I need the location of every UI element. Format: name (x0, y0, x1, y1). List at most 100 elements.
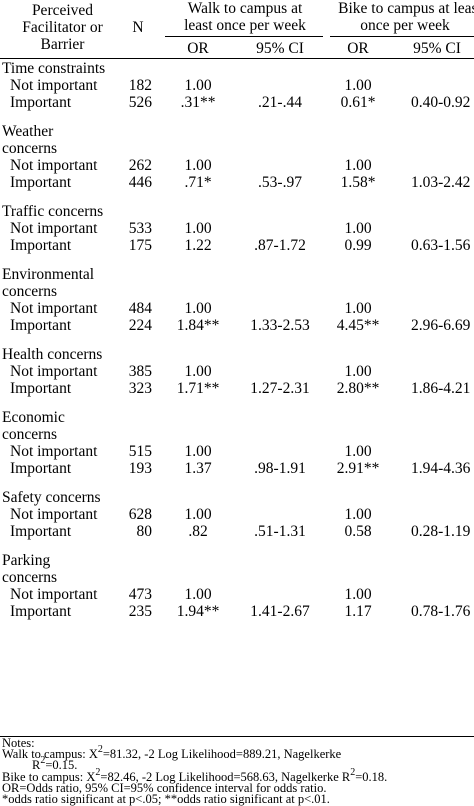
group-title: concerns (2, 426, 58, 443)
group-title: concerns (2, 140, 58, 157)
header-bottom-rule (0, 58, 474, 59)
group-title: Health concerns (2, 346, 103, 363)
header-factor-line2: Facilitator or (22, 19, 103, 36)
header-bike-line1: Bike to campus at least (338, 0, 474, 17)
cell-walk-ci: 1.27-2.31 (250, 380, 310, 397)
cell-walk-ci: .98-1.91 (254, 460, 306, 477)
cell-n: 533 (128, 220, 152, 237)
group-title: Traffic concerns (2, 203, 104, 220)
group-title: Safety concerns (2, 489, 101, 506)
cell-n: 526 (128, 94, 152, 111)
cell-bike-or: 0.58 (344, 523, 372, 540)
cell-walk-ci: 1.33-2.53 (250, 317, 310, 334)
row-label: Important (10, 523, 72, 540)
group-title: Environmental (2, 266, 95, 283)
walk-header-rule (165, 36, 323, 37)
row-label: Not important (10, 77, 98, 94)
row-label: Important (10, 174, 72, 191)
notes-walk-fit-cont: R2=0.15. (32, 755, 78, 773)
cell-bike-or: 1.00 (344, 586, 372, 603)
cell-bike-ci: 1.86-4.21 (411, 380, 471, 397)
row-label: Important (10, 317, 72, 334)
cell-n: 628 (128, 506, 152, 523)
cell-walk-ci: .87-1.72 (254, 237, 306, 254)
row-label: Not important (10, 506, 98, 523)
notes-walk-fit: Walk to campus: X2=81.32, -2 Log Likelih… (2, 744, 342, 762)
notes-bike-fit: Bike to campus: X2=82.46, -2 Log Likelih… (2, 766, 388, 784)
cell-n: 193 (128, 460, 152, 477)
cell-walk-or: 1.00 (184, 443, 212, 460)
cell-walk-or: 1.37 (184, 460, 212, 477)
row-label: Not important (10, 443, 98, 460)
row-label: Not important (10, 586, 98, 603)
header-bike-or: OR (347, 40, 369, 57)
cell-bike-ci: 0.78-1.76 (411, 603, 471, 620)
cell-walk-or: 1.00 (184, 586, 212, 603)
cell-bike-or: 1.00 (344, 506, 372, 523)
group-title: Parking (2, 552, 51, 569)
cell-bike-or: 0.61* (340, 94, 376, 111)
cell-n: 262 (128, 157, 152, 174)
cell-n: 235 (128, 603, 152, 620)
cell-bike-or: 1.00 (344, 77, 372, 94)
group-title: Economic (2, 409, 65, 426)
cell-bike-or: 1.00 (344, 220, 372, 237)
cell-bike-or: 1.17 (344, 603, 372, 620)
cell-walk-ci: .53-.97 (258, 174, 302, 191)
cell-n: 182 (128, 77, 152, 94)
cell-bike-or: 4.45** (336, 317, 380, 334)
header-walk-or: OR (187, 40, 209, 57)
header-bike-line2: once per week (360, 17, 450, 34)
row-label: Important (10, 94, 72, 111)
cell-walk-or: .71* (184, 174, 212, 191)
group-title: Time constraints (2, 60, 106, 77)
cell-bike-ci: 1.03-2.42 (411, 174, 471, 191)
row-label: Important (10, 237, 72, 254)
cell-n: 484 (128, 300, 152, 317)
notes-heading: Notes: (2, 736, 35, 750)
cell-walk-or: 1.22 (184, 237, 212, 254)
row-label: Not important (10, 300, 98, 317)
cell-bike-or: 1.00 (344, 363, 372, 380)
row-label: Important (10, 380, 72, 397)
header-walk-line1: Walk to campus at (187, 0, 303, 17)
row-label: Important (10, 460, 72, 477)
cell-walk-or: 1.00 (184, 220, 212, 237)
cell-bike-ci: 0.63-1.56 (411, 237, 471, 254)
cell-walk-ci: .51-1.31 (254, 523, 306, 540)
header-bike-ci: 95% CI (413, 40, 461, 57)
header-walk-line2: least once per week (184, 17, 306, 34)
cell-walk-ci: .21-.44 (258, 94, 302, 111)
cell-n: 446 (128, 174, 152, 191)
cell-walk-or: 1.00 (184, 300, 212, 317)
cell-bike-or: 1.00 (344, 300, 372, 317)
cell-bike-or: 1.58* (340, 174, 376, 191)
notes-or-definition: OR=Odds ratio, 95% CI=95% confidence int… (2, 780, 327, 795)
row-label: Not important (10, 220, 98, 237)
cell-bike-ci: 1.94-4.36 (411, 460, 471, 477)
header-factor-line3: Barrier (40, 36, 85, 53)
cell-walk-or: 1.00 (184, 363, 212, 380)
notes-significance: *odds ratio significant at p<.05; **odds… (2, 792, 330, 806)
cell-bike-or: 1.00 (344, 157, 372, 174)
cell-bike-or: 2.80** (336, 380, 380, 397)
cell-walk-or: 1.94** (176, 603, 220, 620)
cell-walk-or: .82 (188, 523, 208, 540)
bike-header-rule (330, 36, 474, 37)
row-label: Important (10, 603, 72, 620)
cell-walk-or: 1.71** (176, 380, 220, 397)
cell-bike-or: 1.00 (344, 443, 372, 460)
cell-walk-or: 1.00 (184, 506, 212, 523)
cell-walk-or: 1.00 (184, 157, 212, 174)
header-walk-ci: 95% CI (256, 40, 304, 57)
cell-n: 385 (128, 363, 152, 380)
cell-walk-or: 1.84** (176, 317, 220, 334)
cell-n: 175 (128, 237, 152, 254)
cell-bike-ci: 0.40-0.92 (411, 94, 471, 111)
cell-walk-ci: 1.41-2.67 (250, 603, 310, 620)
group-title: concerns (2, 283, 58, 300)
row-label: Not important (10, 363, 98, 380)
cell-n: 323 (128, 380, 152, 397)
header-n: N (132, 19, 144, 36)
cell-bike-ci: 0.28-1.19 (411, 523, 471, 540)
